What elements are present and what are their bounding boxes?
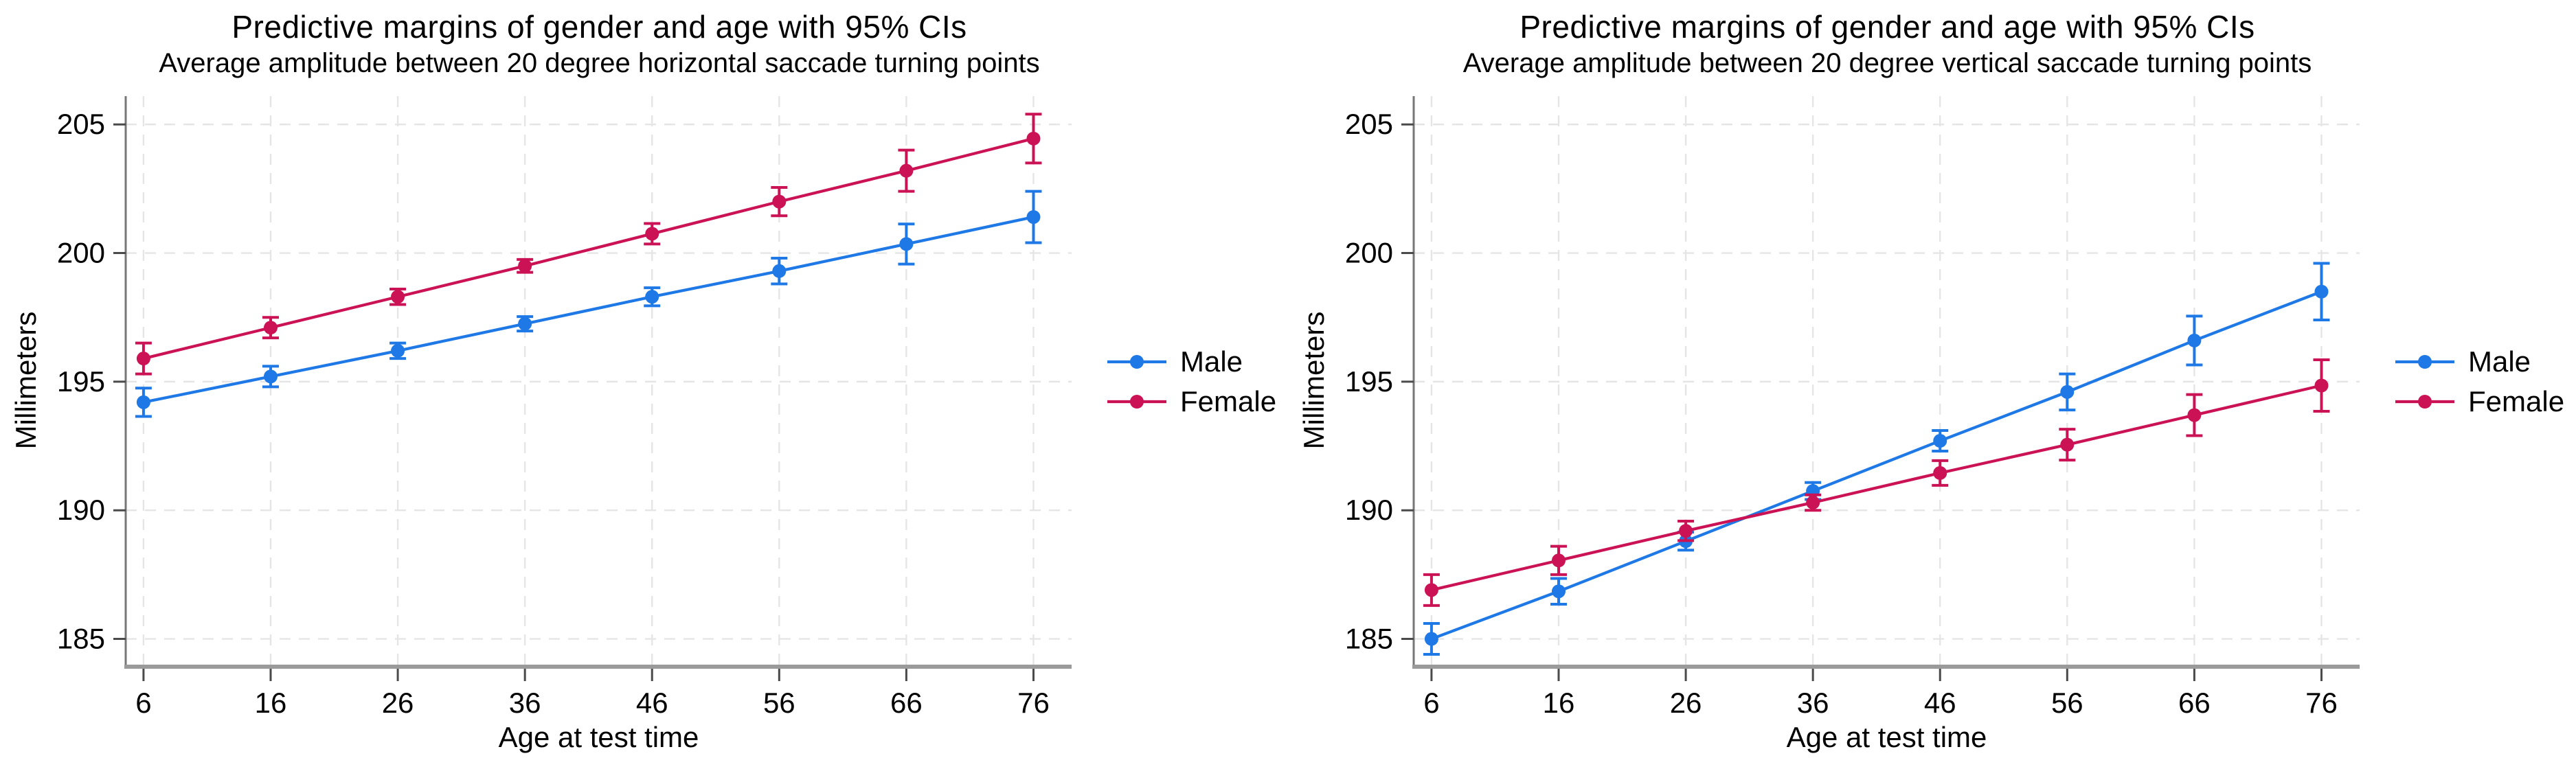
x-tick-label: 76 (2305, 687, 2338, 719)
y-tick-label: 195 (57, 365, 105, 398)
x-axis: 6 16 26 36 46 56 66 76 (1423, 669, 2338, 719)
series-male (1423, 262, 2330, 656)
x-tick-label: 46 (636, 687, 668, 719)
y-tick-label: 190 (57, 494, 105, 526)
line-chart-horizontal-saccade: 185 190 195 200 205 6 16 26 36 46 56 66 76 Age at tes… (10, 96, 1276, 753)
data-point-female-age-66 (2187, 408, 2202, 422)
gridlines (1414, 96, 2360, 665)
axes (124, 96, 1072, 669)
legend-label: Male (2468, 345, 2531, 378)
y-tick-label: 205 (1345, 108, 1393, 140)
y-axis: 185 190 195 200 205 (1345, 108, 1414, 655)
series-line-male (143, 216, 1034, 404)
series-male (135, 190, 1042, 418)
data-point-female-age-66 (899, 163, 914, 178)
data-point-male-age-36 (518, 317, 532, 331)
data-point-female-age-36 (518, 259, 532, 273)
data-point-male-age-76 (1026, 210, 1041, 225)
data-point-female-age-16 (263, 321, 278, 335)
x-tick-label: 36 (1797, 687, 1829, 719)
data-point-male-age-56 (2060, 384, 2075, 399)
x-tick-label: 36 (509, 687, 541, 719)
y-axis: 185 190 195 200 205 (57, 108, 126, 655)
series-female (1423, 358, 2330, 607)
data-point-female-age-36 (1806, 495, 1820, 509)
axes (1412, 96, 2360, 669)
legend-marker (1130, 355, 1144, 369)
data-point-male-age-66 (2187, 333, 2202, 347)
legend: Male Female (2395, 345, 2564, 417)
series-female (135, 113, 1042, 376)
data-point-female-age-46 (1933, 466, 1947, 480)
data-point-male-age-56 (772, 264, 787, 278)
x-tick-label: 26 (1670, 687, 1702, 719)
x-tick-label: 46 (1924, 687, 1956, 719)
y-tick-label: 195 (1345, 365, 1393, 398)
legend-marker (1130, 395, 1144, 409)
legend: Male Female (1107, 345, 1276, 417)
data-point-male-age-66 (899, 237, 914, 251)
data-point-female-age-76 (1026, 131, 1041, 146)
data-point-female-age-6 (1424, 583, 1438, 597)
data-point-male-age-16 (263, 369, 278, 384)
data-point-male-age-46 (645, 290, 659, 304)
x-tick-label: 66 (2178, 687, 2211, 719)
x-tick-label: 76 (1017, 687, 1050, 719)
data-point-female-age-26 (391, 290, 405, 304)
x-tick-label: 6 (135, 687, 151, 719)
x-axis: 6 16 26 36 46 56 66 76 (135, 669, 1050, 719)
x-axis-title: Age at test time (499, 721, 699, 753)
legend-label: Female (1180, 385, 1276, 417)
data-point-female-age-46 (645, 227, 659, 241)
data-point-female-age-16 (1551, 553, 1566, 568)
line-chart-vertical-saccade: 185 190 195 200 205 6 16 26 36 46 56 66 76 Age at tes… (1298, 96, 2564, 753)
x-tick-label: 26 (382, 687, 414, 719)
y-tick-label: 185 (1345, 623, 1393, 655)
series-line-female (143, 137, 1034, 360)
x-tick-label: 16 (1543, 687, 1575, 719)
legend-marker (2418, 395, 2432, 409)
data-point-male-age-46 (1933, 434, 1947, 448)
data-point-female-age-76 (2314, 378, 2329, 393)
x-tick-label: 16 (255, 687, 287, 719)
legend-entry-male: Male (2395, 345, 2531, 378)
y-tick-label: 190 (1345, 494, 1393, 526)
data-point-male-age-16 (1551, 584, 1566, 599)
y-axis-title: Millimeters (1298, 312, 1330, 450)
legend-label: Female (2468, 385, 2564, 417)
data-point-female-age-56 (2060, 437, 2075, 452)
y-tick-label: 185 (57, 623, 105, 655)
series-line-female (1431, 384, 2322, 592)
gridlines (126, 96, 1072, 665)
data-point-male-age-26 (391, 343, 405, 358)
data-point-female-age-26 (1679, 524, 1693, 538)
data-point-male-age-76 (2314, 284, 2329, 299)
x-axis-title: Age at test time (1787, 721, 1987, 753)
legend-entry-female: Female (1107, 385, 1276, 417)
chart-panel-vertical-saccade: 185 190 195 200 205 6 16 26 36 46 56 66 76 Age at tes… (1288, 0, 2576, 769)
x-tick-label: 56 (2051, 687, 2083, 719)
y-tick-label: 205 (57, 108, 105, 140)
y-tick-label: 200 (1345, 237, 1393, 269)
legend-entry-male: Male (1107, 345, 1243, 378)
y-axis-title: Millimeters (10, 312, 42, 450)
legend-entry-female: Female (2395, 385, 2564, 417)
data-point-female-age-6 (136, 352, 150, 366)
x-tick-label: 66 (890, 687, 923, 719)
legend-marker (2418, 355, 2432, 369)
legend-label: Male (1180, 345, 1243, 378)
data-point-male-age-6 (136, 395, 150, 409)
data-point-male-age-6 (1424, 632, 1438, 646)
x-tick-label: 6 (1423, 687, 1439, 719)
chart-panel-horizontal-saccade: 185 190 195 200 205 6 16 26 36 46 56 66 76 Age at tes… (10, 9, 1276, 753)
series-line-male (1431, 290, 2323, 641)
data-point-female-age-56 (772, 194, 787, 209)
x-tick-label: 56 (763, 687, 795, 719)
y-tick-label: 200 (57, 237, 105, 269)
